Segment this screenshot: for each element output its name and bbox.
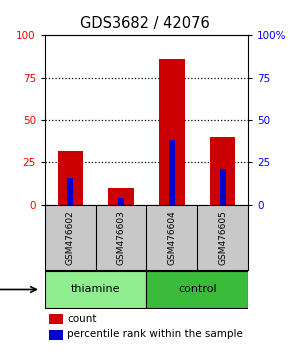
Text: GSM476602: GSM476602 bbox=[66, 210, 75, 265]
Bar bbox=[49, 314, 63, 324]
Text: count: count bbox=[67, 314, 97, 324]
Bar bbox=[169, 141, 175, 205]
Text: thiamine: thiamine bbox=[71, 285, 120, 295]
Text: GSM476604: GSM476604 bbox=[167, 210, 176, 265]
Bar bbox=[108, 188, 134, 205]
Bar bbox=[220, 169, 226, 205]
Bar bbox=[159, 59, 184, 205]
Text: GDS3682 / 42076: GDS3682 / 42076 bbox=[80, 16, 210, 31]
Bar bbox=[210, 137, 235, 205]
Bar bbox=[146, 271, 248, 308]
Text: control: control bbox=[178, 285, 217, 295]
Bar bbox=[45, 271, 146, 308]
Bar bbox=[58, 150, 83, 205]
Text: GSM476603: GSM476603 bbox=[117, 210, 126, 265]
Bar bbox=[67, 178, 73, 205]
Bar bbox=[49, 330, 63, 340]
Text: percentile rank within the sample: percentile rank within the sample bbox=[67, 330, 243, 339]
Bar bbox=[118, 198, 124, 205]
Text: GSM476605: GSM476605 bbox=[218, 210, 227, 265]
